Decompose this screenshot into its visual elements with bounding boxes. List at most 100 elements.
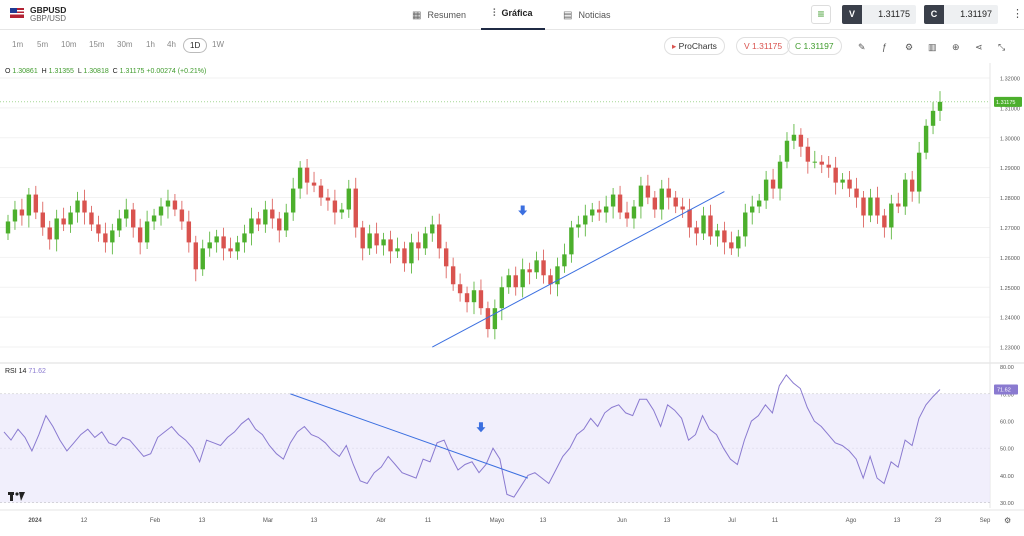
candle-body [388, 239, 393, 252]
price-down-arrow-icon [518, 205, 528, 216]
price-tick-label: 1.30000 [1000, 136, 1020, 142]
candle-body [541, 260, 546, 276]
timeframe-15m[interactable]: 15m [89, 40, 105, 49]
expand-icon[interactable]: ⤡ [998, 42, 1006, 52]
timeframe-1m[interactable]: 1m [12, 40, 24, 49]
candle-body [694, 227, 699, 234]
candle-body [513, 275, 518, 288]
candle-body [638, 185, 644, 207]
candle-body [534, 260, 539, 273]
tab-noticias[interactable]: ▤ Noticias [563, 10, 610, 34]
price-tick-label: 1.28000 [1000, 196, 1020, 202]
buy-pill[interactable]: C 1.31197 [787, 37, 842, 55]
share-icon[interactable]: ⋖ [975, 42, 983, 52]
time-tick-label: Ago [846, 518, 857, 524]
candle-body [144, 221, 150, 243]
procharts-button[interactable]: ▸ ProCharts [664, 37, 725, 55]
candle-body [353, 188, 358, 228]
candle-body [40, 212, 45, 228]
low-label: L [77, 68, 82, 75]
time-tick-label: Mar [263, 518, 273, 524]
timeframe-4h[interactable]: 4h [167, 40, 176, 49]
buy-price: 1.31197 [944, 5, 998, 24]
candle-body [624, 212, 630, 219]
candle-body [583, 215, 588, 225]
candle-body [499, 287, 505, 309]
candle-body [339, 209, 345, 213]
chart-toolbar: 1m 5m 10m 15m 30m 1h 4h 1D 1W ▸ ProChart… [0, 31, 1024, 61]
candle-body [833, 167, 838, 183]
candle-body [826, 164, 831, 168]
candle-body [708, 215, 713, 237]
time-tick-label: 2024 [28, 518, 42, 524]
add-icon[interactable]: ⊕ [952, 42, 960, 52]
candle-body [798, 134, 804, 147]
timeframe-30m[interactable]: 30m [117, 40, 133, 49]
buy-price-box[interactable]: C 1.31197 [924, 5, 998, 24]
timeframe-5m[interactable]: 5m [37, 40, 49, 49]
candle-body [242, 233, 247, 243]
timeframe-1h[interactable]: 1h [146, 40, 155, 49]
open-value: 1.30861 [12, 68, 38, 75]
pencil-icon[interactable]: ✎ [858, 42, 866, 52]
candle-body [464, 293, 470, 303]
rsi-period: 14 [18, 368, 27, 375]
candle-body [562, 254, 567, 267]
indicators-icon[interactable]: ƒ [882, 42, 888, 52]
price-tick-label: 1.25000 [1000, 286, 1020, 292]
timeframe-1d[interactable]: 1D [183, 38, 208, 53]
list-menu-button[interactable]: ≡ [811, 5, 831, 24]
candle-body [555, 266, 560, 285]
candle-body [478, 290, 484, 309]
chart-type-icon[interactable]: ▥ [928, 42, 937, 52]
timeframe-10m[interactable]: 10m [61, 40, 77, 49]
candle-body [680, 206, 685, 210]
price-tick-label: 1.23000 [1000, 346, 1020, 352]
candle-body [443, 248, 449, 267]
candle-body [930, 110, 936, 126]
candle-body [54, 218, 59, 240]
candle-body [332, 200, 338, 213]
candle-body [304, 167, 310, 183]
candle-body [652, 197, 658, 210]
candle-body [395, 248, 400, 252]
open-label: O [5, 68, 11, 75]
sell-pill[interactable]: V 1.31175 [736, 37, 791, 55]
candle-body [423, 233, 428, 249]
candle-body [214, 236, 219, 243]
candle-body [381, 239, 386, 246]
sell-price-box[interactable]: V 1.31175 [842, 5, 916, 24]
candle-body [5, 221, 11, 234]
candle-body [151, 215, 157, 222]
candle-body [165, 200, 171, 207]
candle-body [374, 233, 379, 246]
low-value: 1.30818 [83, 68, 109, 75]
timeframe-1w[interactable]: 1W [212, 40, 224, 49]
tab-grafica[interactable]: ⫶ Gráfica [481, 6, 545, 30]
candle-body [82, 200, 87, 213]
candle-body [750, 206, 755, 213]
tradingview-logo [8, 491, 26, 503]
axis-settings-icon[interactable]: ⚙ [1004, 516, 1011, 525]
rsi-legend: RSI 14 71.62 [5, 368, 46, 375]
rsi-tick-label: 70.00 [1000, 392, 1014, 398]
candle-body [96, 224, 101, 234]
candle-body [882, 215, 887, 228]
rsi-name: RSI [5, 368, 17, 375]
last-price-marker [994, 96, 1022, 107]
time-tick-label: 13 [894, 518, 901, 524]
candle-body [235, 242, 240, 252]
candle-body [103, 233, 108, 243]
more-options-icon[interactable]: ⋮ [1012, 8, 1023, 20]
settings-icon[interactable]: ⚙ [905, 42, 914, 52]
candle-body [548, 275, 553, 285]
change-value: +0.00274 (+0.21%) [146, 68, 207, 75]
candle-body [847, 179, 852, 189]
candle-body [596, 209, 602, 213]
candle-body [110, 230, 115, 243]
candle-body [631, 206, 637, 219]
candle-body [270, 209, 275, 219]
candle-body [33, 194, 39, 213]
tab-resumen[interactable]: ▦ Resumen [412, 10, 466, 34]
